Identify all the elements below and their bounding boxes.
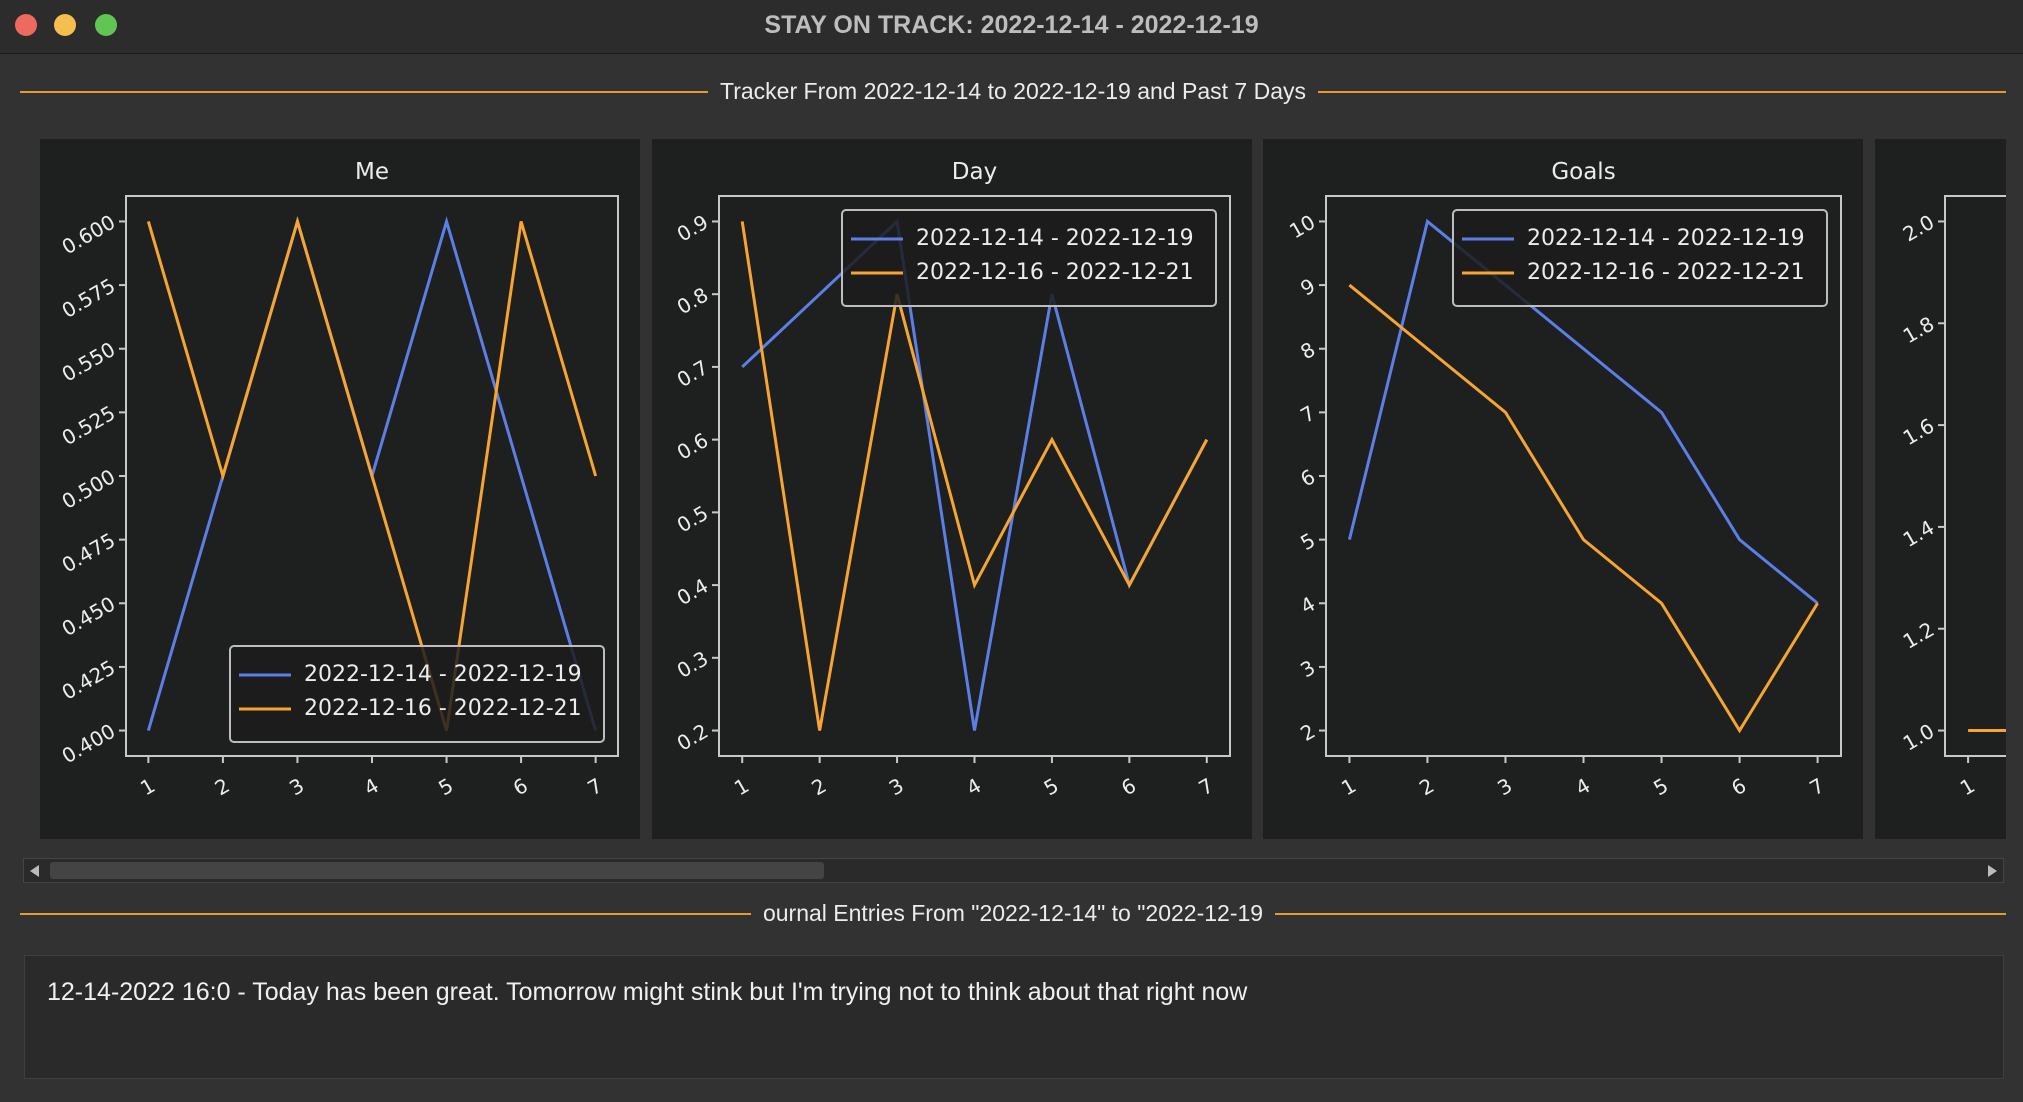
journal-header: ournal Entries From "2022-12-14" to "202… — [20, 900, 2007, 927]
legend-label: 2022-12-16 - 2022-12-21 — [916, 260, 1194, 285]
legend-label: 2022-12-16 - 2022-12-21 — [1527, 260, 1805, 285]
chart-title: Day — [952, 159, 997, 185]
tracker-header: Tracker From 2022-12-14 to 2022-12-19 an… — [20, 78, 2007, 105]
zoom-button[interactable] — [95, 14, 117, 36]
series-line — [1348, 283, 1819, 734]
title-bar: STAY ON TRACK: 2022-12-14 - 2022-12-19 — [0, 0, 2023, 54]
chart-title: Goals — [1551, 159, 1615, 185]
legend-label: 2022-12-14 - 2022-12-19 — [916, 226, 1194, 251]
close-button[interactable] — [15, 14, 37, 36]
series-line — [1347, 218, 1819, 605]
legend-box — [1452, 209, 1828, 307]
series-line — [146, 216, 598, 731]
chart-title: Me — [355, 159, 389, 185]
legend-box — [841, 209, 1217, 307]
tracker-heading: Tracker From 2022-12-14 to 2022-12-19 an… — [720, 78, 1306, 104]
journal-heading: ournal Entries From "2022-12-14" to "202… — [762, 900, 1264, 926]
charts-area: Me0.4000.4250.4500.4750.5000.5250.5500.5… — [40, 139, 2006, 839]
horizontal-scrollbar[interactable] — [23, 858, 2004, 883]
journal-entry: 12-14-2022 16:0 - Today has been great. … — [47, 978, 1248, 1006]
minimize-button[interactable] — [54, 14, 76, 36]
legend-label: 2022-12-16 - 2022-12-21 — [304, 696, 582, 721]
scroll-thumb[interactable] — [50, 862, 824, 879]
legend-label: 2022-12-14 - 2022-12-19 — [304, 662, 582, 687]
legend-label: 2022-12-14 - 2022-12-19 — [1527, 226, 1805, 251]
scroll-left[interactable] — [30, 865, 39, 877]
series-line — [740, 221, 1209, 731]
window-title: STAY ON TRACK: 2022-12-14 - 2022-12-19 — [764, 11, 1259, 39]
legend-box — [229, 645, 605, 743]
plot-frame — [1944, 195, 2006, 757]
chart-panel: Me0.4000.4250.4500.4750.5000.5250.5500.5… — [40, 139, 640, 839]
chart-panel: 1.01.21.41.61.82.01 — [1875, 139, 2006, 839]
scroll-right[interactable] — [1988, 865, 1997, 877]
panel-bg — [1875, 139, 2006, 839]
journal-box: 12-14-2022 16:0 - Today has been great. … — [24, 955, 2004, 1079]
